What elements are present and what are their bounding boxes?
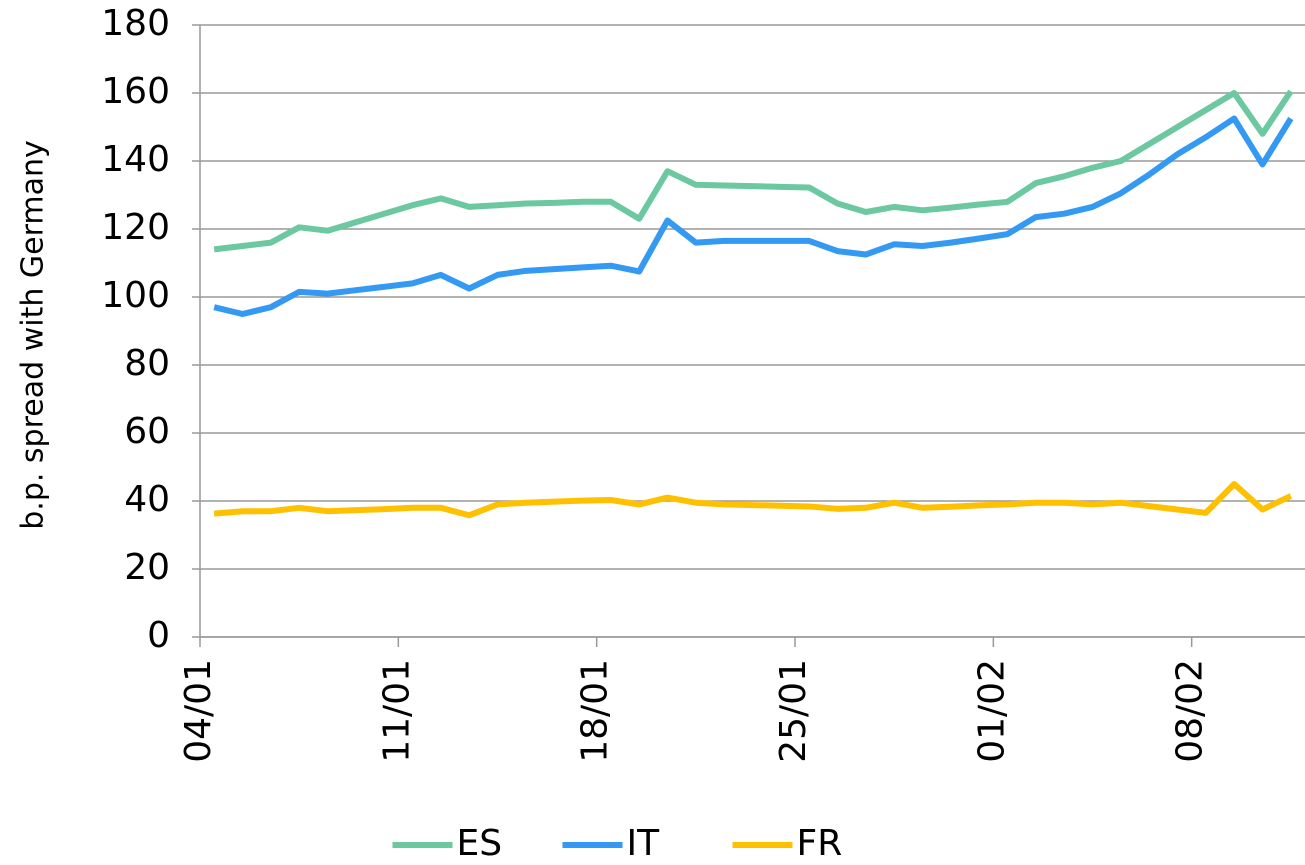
x-tick-label: 11/01 [376, 659, 417, 763]
y-tick-label: 80 [124, 343, 170, 384]
y-tick-label: 160 [101, 71, 170, 112]
legend-label: ES [457, 823, 503, 864]
y-tick-label: 100 [101, 275, 170, 316]
y-tick-label: 60 [124, 411, 170, 452]
legend-label: IT [627, 823, 661, 864]
x-tick-label: 25/01 [773, 659, 814, 763]
series-line [213, 481, 1293, 519]
x-tick-label: 04/01 [178, 659, 219, 763]
y-tick-label: 40 [124, 479, 170, 520]
x-tick-label: 01/02 [971, 659, 1012, 763]
y-axis-label: b.p. spread with Germany [16, 140, 51, 530]
x-tick-label: 18/01 [575, 659, 616, 763]
y-tick-label: 0 [147, 615, 170, 656]
y-tick-label: 20 [124, 547, 170, 588]
y-tick-label: 140 [101, 139, 170, 180]
y-tick-label: 180 [101, 3, 170, 44]
series-line [213, 89, 1294, 253]
y-tick-label: 120 [101, 207, 170, 248]
series-line [213, 115, 1294, 317]
legend-label: FR [797, 823, 843, 864]
x-tick-label: 08/02 [1170, 659, 1211, 763]
